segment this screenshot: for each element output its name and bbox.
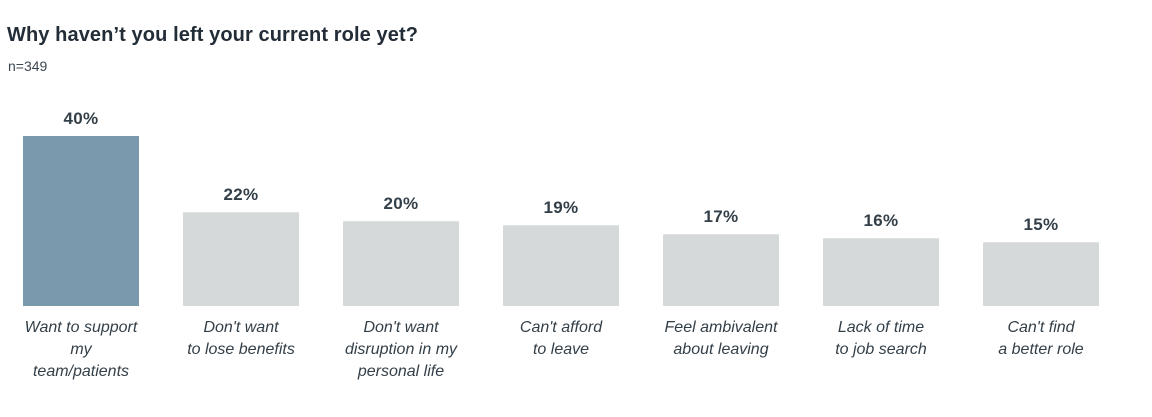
- bar-value-label: 17%: [703, 207, 739, 226]
- bar: [343, 221, 459, 306]
- bar-column: 15% Can't find a better role: [983, 96, 1099, 383]
- bar: [23, 136, 139, 306]
- bar-value-label: 19%: [543, 198, 579, 217]
- bar-column: 20% Don't want disruption in my personal l…: [343, 96, 459, 383]
- bar-category-label: Don't want to lose benefits: [183, 317, 299, 361]
- bar-area: 15%: [983, 96, 1099, 306]
- bar-area: 19%: [503, 96, 619, 306]
- bar-category-label: Feel ambivalent about leaving: [663, 317, 779, 361]
- bar: [663, 234, 779, 306]
- bar-category-label: Lack of time to job search: [823, 317, 939, 361]
- bar-category-line: my team/patients: [32, 341, 130, 380]
- bar-value-label: 16%: [863, 211, 899, 230]
- bar-category-line: Can't afford: [519, 319, 603, 336]
- bar-column: 17% Feel ambivalent about leaving: [663, 96, 779, 383]
- bar-value-label: 20%: [383, 194, 419, 213]
- bar-column: 22% Don't want to lose benefits: [183, 96, 299, 383]
- bar-category-label: Want to support my team/patients: [23, 317, 139, 383]
- bar-category-line: to job search: [835, 341, 927, 358]
- bar-value-label: 15%: [1023, 215, 1059, 234]
- bar-category-line: Want to support: [24, 319, 138, 336]
- bar-category-line: disruption in my: [344, 341, 458, 358]
- bar-category-line: personal life: [357, 363, 445, 380]
- bar-category-line: Lack of time: [837, 319, 925, 336]
- chart-title: Why haven’t you left your current role y…: [7, 24, 419, 46]
- bar-area: 20%: [343, 96, 459, 306]
- bar-category-label: Don't want disruption in my personal life: [343, 317, 459, 383]
- bar-area: 40%: [23, 96, 139, 306]
- bar: [183, 212, 299, 306]
- bar-category-line: to leave: [532, 341, 590, 358]
- bar-category-line: Can't find: [1007, 319, 1075, 336]
- bar-category-line: to lose benefits: [187, 341, 295, 358]
- sample-size-label: n=349: [8, 58, 48, 74]
- bar-area: 16%: [823, 96, 939, 306]
- bar-category-label: Can't afford to leave: [503, 317, 619, 361]
- bar-value-label: 40%: [63, 109, 99, 128]
- bar-column: 19% Can't afford to leave: [503, 96, 619, 383]
- bar-chart: 40% Want to support my team/patients 22% …: [23, 96, 1099, 383]
- bar-category-line: a better role: [998, 341, 1084, 358]
- bar-area: 22%: [183, 96, 299, 306]
- bar-category-line: about leaving: [673, 341, 769, 358]
- bar: [503, 225, 619, 306]
- bar-column: 40% Want to support my team/patients: [23, 96, 139, 383]
- bar-category-line: Don't want: [203, 319, 279, 336]
- bar: [983, 242, 1099, 306]
- bar-area: 17%: [663, 96, 779, 306]
- bar-value-label: 22%: [223, 185, 259, 204]
- bar-category-line: Don't want: [363, 319, 439, 336]
- bar: [823, 238, 939, 306]
- bar-column: 16% Lack of time to job search: [823, 96, 939, 383]
- bar-category-label: Can't find a better role: [983, 317, 1099, 361]
- bar-category-line: Feel ambivalent: [664, 319, 778, 336]
